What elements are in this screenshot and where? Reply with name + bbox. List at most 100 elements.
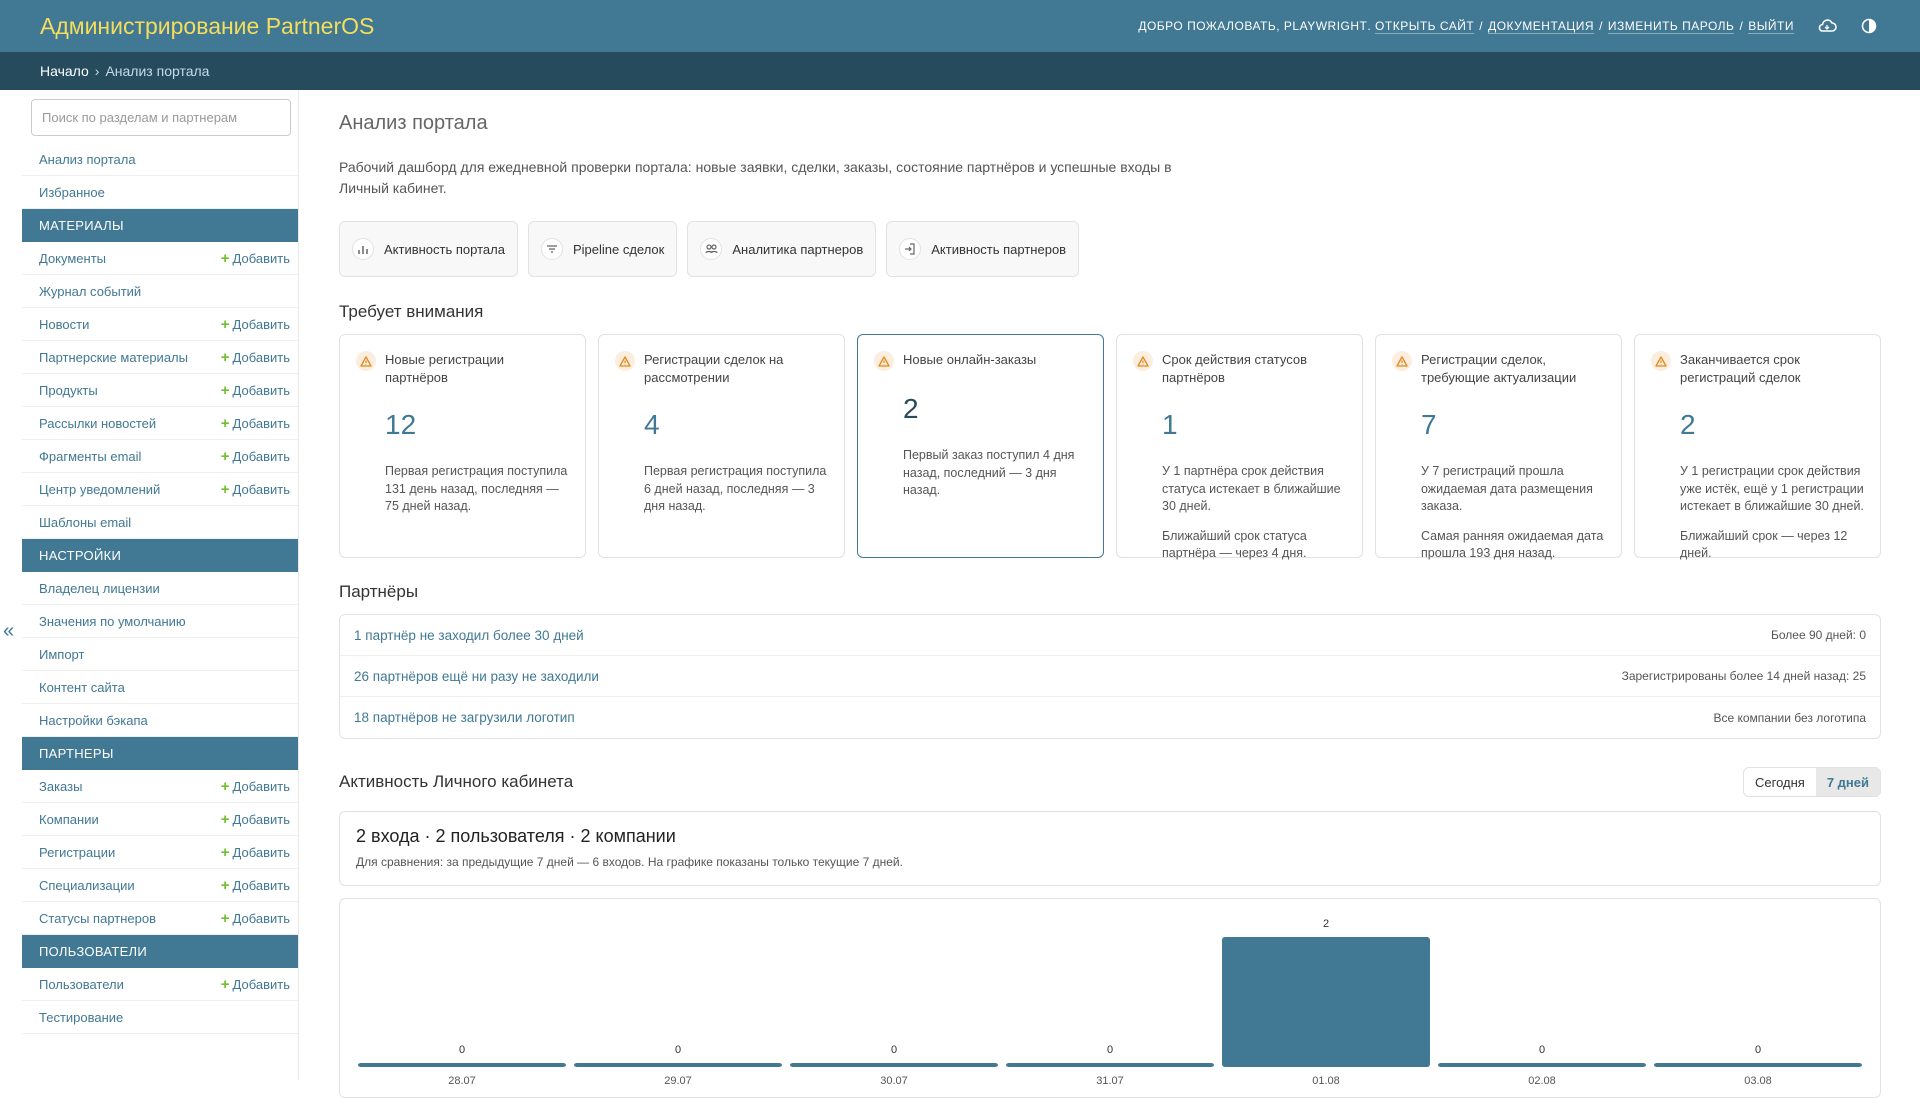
sidebar-item-label[interactable]: Импорт [39, 646, 85, 662]
sidebar-item-центр-уведомлений[interactable]: Центр уведомлений + Добавить [22, 473, 298, 506]
sidebar-item-label[interactable]: Значения по умолчанию [39, 613, 186, 629]
add-button[interactable]: + Добавить [221, 811, 290, 828]
sidebar-item-значения-по-умолчанию[interactable]: Значения по умолчанию [22, 605, 298, 638]
attention-card[interactable]: Срок действия статусов партнёров 1 У 1 пар… [1116, 334, 1363, 560]
card-header: Регистрации сделок на рассмотрении [615, 351, 828, 387]
attention-card[interactable]: Заканчивается срок регистраций сделок 2 У … [1634, 334, 1881, 560]
sidebar-item-настройки-бэкапа[interactable]: Настройки бэкапа [22, 704, 298, 737]
sidebar-item-label[interactable]: Владелец лицензии [39, 580, 160, 596]
sidebar-item-label[interactable]: Контент сайта [39, 679, 125, 695]
quick-link-pipeline-сделок[interactable]: Pipeline сделок [527, 221, 678, 277]
partners-row[interactable]: 18 партнёров не загрузили логотип Все ком… [340, 697, 1880, 738]
sidebar-item-регистрации[interactable]: Регистрации + Добавить [22, 836, 298, 869]
sidebar-item-label[interactable]: Пользователи [39, 976, 124, 992]
cloud-icon[interactable] [1816, 15, 1838, 37]
partners-row-link[interactable]: 26 партнёров ещё ни разу не заходили [354, 668, 599, 684]
add-button[interactable]: + Добавить [221, 877, 290, 894]
add-button[interactable]: + Добавить [221, 250, 290, 267]
add-label: Добавить [232, 382, 290, 398]
breadcrumb-home[interactable]: Начало [40, 63, 89, 79]
sidebar-item-label[interactable]: Продукты [39, 382, 98, 398]
sidebar-item-статусы-партнеров[interactable]: Статусы партнеров + Добавить [22, 902, 298, 935]
add-button[interactable]: + Добавить [221, 976, 290, 993]
add-button[interactable]: + Добавить [221, 316, 290, 333]
quick-link-активность-партнеров[interactable]: Активность партнеров [886, 221, 1080, 277]
sidebar-item-тестирование[interactable]: Тестирование [22, 1001, 298, 1034]
add-button[interactable]: + Добавить [221, 910, 290, 927]
change-password-link[interactable]: ИЗМЕНИТЬ ПАРОЛЬ [1607, 18, 1735, 34]
quick-link-label[interactable]: Аналитика партнеров [732, 241, 864, 257]
attention-cards: Новые регистрации партнёров 12 Первая реги… [339, 334, 1881, 560]
sidebar-item-label[interactable]: Специализации [39, 877, 135, 893]
sidebar-item-рассылки-новостей[interactable]: Рассылки новостей + Добавить [22, 407, 298, 440]
logout-link[interactable]: ВЫЙТИ [1748, 18, 1794, 34]
site-brand[interactable]: Администрирование PartnerOS [40, 12, 375, 39]
attention-card[interactable]: Регистрации сделок, требующие актуализац… [1375, 334, 1622, 560]
sidebar-item-label[interactable]: Партнерские материалы [39, 349, 188, 365]
partners-row-link[interactable]: 18 партнёров не загрузили логотип [354, 710, 575, 725]
attention-card[interactable]: Регистрации сделок на рассмотрении 4 Перва… [598, 334, 845, 558]
partners-row[interactable]: 1 партнёр не заходил более 30 дней Более … [340, 615, 1880, 656]
add-button[interactable]: + Добавить [221, 415, 290, 432]
sidebar-item-партнерские-материалы[interactable]: Партнерские материалы + Добавить [22, 341, 298, 374]
sidebar-item-журнал-событий[interactable]: Журнал событий [22, 275, 298, 308]
sidebar-collapse-button[interactable]: « [3, 620, 15, 642]
user-tools: Добро пожаловать, PLAYWRIGHT. ОТКРЫТЬ СА… [1138, 15, 1880, 37]
add-label: Добавить [232, 910, 290, 926]
sidebar-item-компании[interactable]: Компании + Добавить [22, 803, 298, 836]
add-button[interactable]: + Добавить [221, 481, 290, 498]
sidebar-item-label[interactable]: Статусы партнеров [39, 910, 156, 926]
range-option-7-дней[interactable]: 7 дней [1815, 768, 1880, 796]
warning-icon [1651, 351, 1671, 371]
sidebar-item-избранное[interactable]: Избранное [22, 176, 298, 209]
sidebar-item-документы[interactable]: Документы + Добавить [22, 242, 298, 275]
theme-toggle-icon[interactable] [1858, 15, 1880, 37]
quick-link-label[interactable]: Активность партнеров [931, 241, 1067, 257]
sidebar-item-анализ-портала[interactable]: Анализ портала [22, 143, 298, 176]
sidebar-item-label[interactable]: Новости [39, 316, 90, 332]
quick-link-активность-портала[interactable]: Активность портала [339, 221, 518, 277]
sidebar-item-label[interactable]: Шаблоны email [39, 514, 132, 530]
sidebar-item-шаблоны-email[interactable]: Шаблоны email [22, 506, 298, 539]
partners-row-link[interactable]: 1 партнёр не заходил более 30 дней [354, 627, 584, 643]
quick-link-label[interactable]: Pipeline сделок [572, 241, 665, 257]
sidebar-item-владелец-лицензии[interactable]: Владелец лицензии [22, 572, 298, 605]
sidebar-item-label[interactable]: Заказы [39, 778, 83, 794]
sidebar-item-пользователи[interactable]: Пользователи + Добавить [22, 968, 298, 1001]
open-site-link[interactable]: ОТКРЫТЬ САЙТ [1375, 18, 1475, 34]
attention-card[interactable]: Новые онлайн-заказы 2 Первый заказ поступи… [857, 334, 1104, 558]
sidebar-item-новости[interactable]: Новости + Добавить [22, 308, 298, 341]
sidebar-item-заказы[interactable]: Заказы + Добавить [22, 770, 298, 803]
quick-link-аналитика-партнеров[interactable]: Аналитика партнеров [687, 221, 877, 277]
attention-card[interactable]: Новые регистрации партнёров 12 Первая реги… [339, 334, 586, 558]
add-button[interactable]: + Добавить [221, 382, 290, 399]
add-button[interactable]: + Добавить [221, 349, 290, 366]
sidebar-item-контент-сайта[interactable]: Контент сайта [22, 671, 298, 704]
sidebar-item-label[interactable]: Документы [39, 250, 107, 266]
sidebar-item-label[interactable]: Регистрации [39, 844, 116, 860]
sidebar-search-input[interactable]: Поиск по разделам и партнерам [31, 99, 291, 136]
sidebar-item-импорт[interactable]: Импорт [22, 638, 298, 671]
sidebar-item-label[interactable]: Фрагменты email [39, 448, 142, 464]
sidebar-item-label[interactable]: Журнал событий [39, 283, 142, 299]
plus-icon: + [220, 843, 230, 861]
sidebar-item-label[interactable]: Настройки бэкапа [39, 712, 148, 728]
add-button[interactable]: + Добавить [221, 844, 290, 861]
sidebar-item-специализации[interactable]: Специализации + Добавить [22, 869, 298, 902]
quick-link-label[interactable]: Активность портала [384, 241, 505, 257]
sidebar-item-фрагменты-email[interactable]: Фрагменты email + Добавить [22, 440, 298, 473]
sidebar-item-label[interactable]: Компании [39, 811, 99, 827]
sidebar-item-label[interactable]: Тестирование [39, 1009, 124, 1025]
sidebar-item-label[interactable]: Центр уведомлений [39, 481, 161, 497]
sidebar-group-пользователи: Пользователи [22, 935, 298, 968]
add-button[interactable]: + Добавить [221, 448, 290, 465]
add-button[interactable]: + Добавить [221, 778, 290, 795]
sidebar-item-продукты[interactable]: Продукты + Добавить [22, 374, 298, 407]
range-option-сегодня[interactable]: Сегодня [1755, 774, 1805, 790]
sidebar-item-label[interactable]: Избранное [39, 184, 105, 200]
docs-link[interactable]: ДОКУМЕНТАЦИЯ [1488, 18, 1595, 34]
partners-row[interactable]: 26 партнёров ещё ни разу не заходили Заре… [340, 656, 1880, 697]
card-label: Новые регистрации партнёров [385, 352, 505, 385]
sidebar-item-label[interactable]: Рассылки новостей [39, 415, 157, 431]
sidebar-item-label[interactable]: Анализ портала [39, 151, 136, 167]
